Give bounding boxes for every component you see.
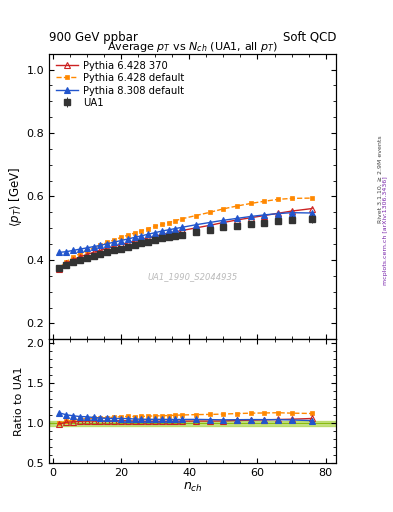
Pythia 8.308 default	[207, 220, 212, 226]
Pythia 6.428 370	[119, 241, 123, 247]
Bar	[49, 420, 336, 426]
Pythia 6.428 default	[180, 216, 185, 222]
Text: mcplots.cern.ch [arXiv:1306.3436]: mcplots.cern.ch [arXiv:1306.3436]	[384, 176, 388, 285]
Pythia 6.428 default	[262, 198, 266, 204]
Pythia 8.308 default	[194, 222, 198, 228]
Pythia 8.308 default	[310, 210, 314, 216]
Pythia 6.428 370	[112, 243, 116, 249]
Pythia 8.308 default	[84, 245, 89, 251]
Pythia 6.428 default	[139, 228, 144, 234]
Pythia 6.428 370	[57, 266, 62, 272]
Pythia 6.428 370	[310, 205, 314, 211]
Pythia 8.308 default	[77, 246, 82, 252]
Pythia 8.308 default	[160, 228, 164, 234]
Pythia 8.308 default	[235, 216, 239, 222]
Pythia 6.428 370	[77, 253, 82, 260]
Pythia 8.308 default	[139, 233, 144, 239]
Pythia 8.308 default	[71, 247, 75, 253]
Pythia 6.428 370	[105, 245, 110, 251]
Pythia 6.428 370	[84, 251, 89, 258]
Pythia 6.428 default	[248, 200, 253, 206]
Title: Average $p_T$ vs $N_{ch}$ (UA1, all $p_T$): Average $p_T$ vs $N_{ch}$ (UA1, all $p_T…	[107, 39, 278, 54]
Pythia 6.428 370	[132, 238, 137, 244]
Pythia 8.308 default	[152, 229, 157, 236]
Pythia 6.428 default	[289, 196, 294, 202]
Pythia 6.428 default	[146, 225, 151, 231]
Pythia 6.428 370	[180, 227, 185, 233]
Pythia 8.308 default	[289, 209, 294, 216]
Pythia 6.428 370	[166, 230, 171, 237]
Pythia 6.428 370	[125, 240, 130, 246]
Pythia 8.308 default	[112, 239, 116, 245]
Pythia 6.428 default	[160, 221, 164, 227]
Pythia 6.428 default	[105, 240, 110, 246]
Pythia 6.428 370	[248, 215, 253, 221]
Pythia 6.428 default	[57, 265, 62, 271]
Pythia 6.428 default	[71, 254, 75, 261]
Pythia 8.308 default	[221, 217, 226, 223]
Pythia 6.428 default	[64, 259, 68, 265]
Pythia 6.428 default	[77, 250, 82, 257]
Pythia 6.428 default	[194, 212, 198, 219]
Pythia 8.308 default	[57, 249, 62, 255]
Pythia 6.428 default	[84, 248, 89, 254]
Pythia 8.308 default	[91, 244, 96, 250]
Pythia 6.428 default	[152, 223, 157, 229]
Pythia 6.428 370	[262, 212, 266, 219]
Line: Pythia 6.428 370: Pythia 6.428 370	[56, 205, 315, 272]
Pythia 8.308 default	[146, 231, 151, 238]
Pythia 8.308 default	[98, 242, 103, 248]
Y-axis label: Ratio to UA1: Ratio to UA1	[14, 367, 24, 436]
Pythia 6.428 370	[173, 229, 178, 235]
Pythia 6.428 370	[160, 231, 164, 238]
Pythia 6.428 370	[207, 222, 212, 228]
Pythia 6.428 default	[91, 245, 96, 251]
Pythia 6.428 default	[173, 218, 178, 224]
Pythia 6.428 default	[112, 237, 116, 243]
Pythia 6.428 default	[275, 196, 280, 202]
Pythia 6.428 370	[152, 233, 157, 239]
Pythia 6.428 370	[64, 260, 68, 266]
Text: Soft QCD: Soft QCD	[283, 31, 336, 44]
Pythia 8.308 default	[173, 225, 178, 231]
Legend: Pythia 6.428 370, Pythia 6.428 default, Pythia 8.308 default, UA1: Pythia 6.428 370, Pythia 6.428 default, …	[54, 59, 186, 110]
Pythia 6.428 370	[139, 236, 144, 242]
Pythia 6.428 default	[235, 203, 239, 209]
Pythia 8.308 default	[125, 236, 130, 242]
Pythia 6.428 default	[310, 195, 314, 201]
Y-axis label: $\langle p_T\rangle$ [GeV]: $\langle p_T\rangle$ [GeV]	[7, 166, 24, 227]
Pythia 8.308 default	[180, 224, 185, 230]
Pythia 8.308 default	[105, 241, 110, 247]
Pythia 8.308 default	[64, 249, 68, 255]
Pythia 8.308 default	[248, 214, 253, 220]
Pythia 8.308 default	[132, 234, 137, 241]
Pythia 6.428 default	[132, 230, 137, 236]
Pythia 8.308 default	[275, 210, 280, 217]
Pythia 8.308 default	[166, 227, 171, 233]
X-axis label: $n_{ch}$: $n_{ch}$	[183, 481, 202, 494]
Pythia 6.428 370	[71, 257, 75, 263]
Pythia 6.428 370	[221, 220, 226, 226]
Pythia 6.428 default	[221, 206, 226, 212]
Pythia 6.428 default	[119, 234, 123, 241]
Pythia 6.428 370	[289, 208, 294, 214]
Text: Rivet 3.1.10, ≥ 2.9M events: Rivet 3.1.10, ≥ 2.9M events	[378, 135, 383, 223]
Pythia 6.428 370	[98, 247, 103, 253]
Pythia 6.428 default	[166, 220, 171, 226]
Pythia 8.308 default	[119, 238, 123, 244]
Pythia 6.428 370	[235, 217, 239, 223]
Pythia 6.428 370	[194, 225, 198, 231]
Pythia 6.428 default	[207, 209, 212, 216]
Pythia 8.308 default	[262, 212, 266, 218]
Line: Pythia 6.428 default: Pythia 6.428 default	[57, 196, 314, 270]
Text: UA1_1990_S2044935: UA1_1990_S2044935	[147, 272, 238, 281]
Pythia 6.428 default	[98, 242, 103, 248]
Pythia 6.428 370	[91, 249, 96, 255]
Line: Pythia 8.308 default: Pythia 8.308 default	[56, 209, 315, 255]
Pythia 6.428 default	[125, 232, 130, 238]
Pythia 6.428 370	[275, 210, 280, 217]
Text: 900 GeV ppbar: 900 GeV ppbar	[49, 31, 138, 44]
Pythia 6.428 370	[146, 234, 151, 241]
